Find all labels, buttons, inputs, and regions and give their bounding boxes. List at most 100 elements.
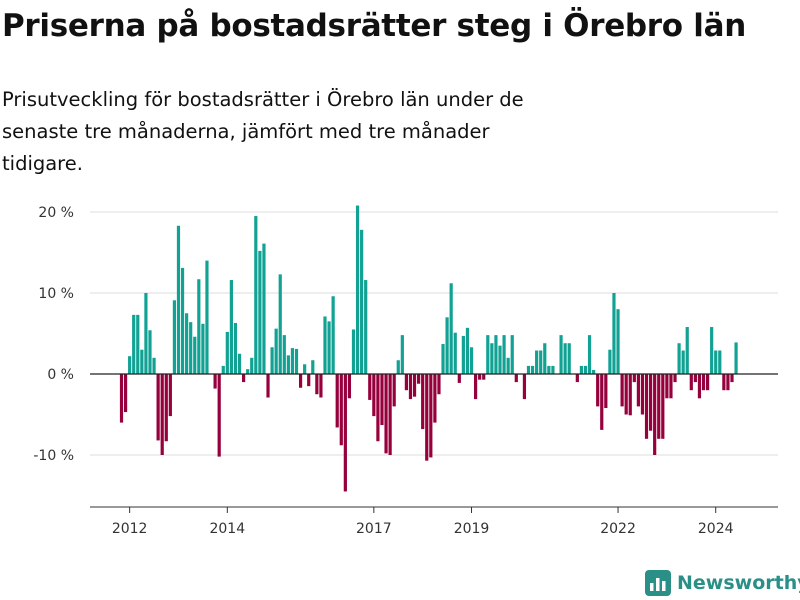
bar	[636, 374, 640, 407]
bar	[612, 293, 616, 374]
bar	[327, 321, 331, 374]
bar	[433, 374, 437, 423]
bar	[132, 314, 136, 374]
bar	[734, 342, 738, 374]
x-tick-label: 2017	[356, 521, 392, 537]
bar	[298, 374, 303, 388]
bar	[457, 374, 461, 383]
bar	[563, 343, 567, 374]
bar	[242, 374, 246, 383]
x-axis	[90, 373, 778, 508]
bar	[286, 355, 290, 374]
bar	[421, 374, 425, 430]
bar	[498, 345, 502, 374]
bar	[274, 328, 278, 374]
bar	[213, 374, 217, 389]
bar	[469, 347, 474, 374]
bar	[685, 327, 689, 374]
bar	[319, 374, 323, 398]
annotations: 4 %	[730, 190, 759, 194]
y-tick-label: 10 %	[38, 286, 74, 302]
bar	[258, 250, 262, 374]
bar	[360, 229, 364, 374]
bar	[697, 374, 702, 399]
bar	[689, 374, 693, 391]
chart-subtitle: Prisutveckling för bostadsrätter i Örebr…	[2, 88, 524, 175]
bar	[372, 374, 376, 417]
bar	[461, 335, 465, 374]
bar	[693, 374, 697, 383]
y-tick-label: 0 %	[47, 367, 74, 383]
bar	[315, 374, 319, 395]
bar	[233, 322, 238, 374]
bar	[380, 374, 384, 426]
bar	[429, 374, 433, 458]
bar	[437, 374, 441, 395]
bar	[644, 374, 649, 439]
newsworthy-brand: Newsworthy	[645, 570, 800, 596]
bar	[364, 280, 368, 374]
bar	[673, 374, 677, 383]
bar	[649, 374, 653, 431]
bar	[465, 327, 470, 374]
bar	[600, 374, 604, 430]
y-tick-label: 20 %	[38, 205, 74, 221]
bar	[193, 336, 197, 374]
bar	[400, 335, 404, 374]
bar	[445, 317, 449, 374]
bar	[482, 374, 486, 380]
bar	[189, 322, 193, 374]
bars	[119, 205, 738, 492]
bar	[311, 360, 315, 374]
y-tick-label: -10 %	[33, 448, 74, 464]
bar	[176, 225, 181, 374]
bar	[567, 343, 571, 374]
bar	[278, 274, 282, 374]
bar	[152, 357, 156, 374]
bar	[144, 293, 148, 374]
bar	[575, 374, 579, 383]
bar	[225, 331, 229, 374]
bar	[616, 309, 620, 374]
y-tick-labels: 20 % 10 % 0 % -10 %	[33, 205, 74, 464]
brand-name: Newsworthy	[677, 572, 800, 594]
bar	[160, 374, 164, 455]
bar	[718, 350, 722, 374]
bar	[237, 353, 242, 374]
bar	[665, 374, 669, 399]
bar	[404, 374, 408, 391]
bar	[197, 279, 201, 374]
bar	[522, 374, 527, 400]
bar	[351, 329, 356, 374]
bar	[307, 374, 311, 387]
bar	[164, 374, 168, 442]
bar	[490, 343, 494, 374]
latest-value-label: 4 %	[730, 190, 759, 194]
bar	[347, 374, 352, 399]
bar	[417, 374, 421, 384]
bar	[486, 335, 490, 374]
bar	[262, 243, 266, 374]
bar	[250, 357, 254, 374]
bar	[343, 374, 347, 492]
bar	[339, 374, 343, 446]
bar	[335, 374, 339, 428]
bar	[632, 374, 636, 383]
bar	[201, 323, 205, 374]
bar	[323, 316, 327, 374]
bar	[559, 335, 563, 374]
bar	[604, 374, 608, 409]
bar	[701, 374, 706, 391]
bar	[294, 348, 299, 374]
bar	[514, 374, 518, 383]
bar	[140, 349, 144, 374]
bar	[331, 296, 335, 374]
bar	[229, 280, 233, 374]
bar	[624, 374, 628, 415]
bar	[730, 374, 734, 383]
bar	[254, 216, 258, 374]
bar	[620, 374, 624, 407]
bar	[270, 347, 274, 374]
bar	[657, 374, 661, 439]
